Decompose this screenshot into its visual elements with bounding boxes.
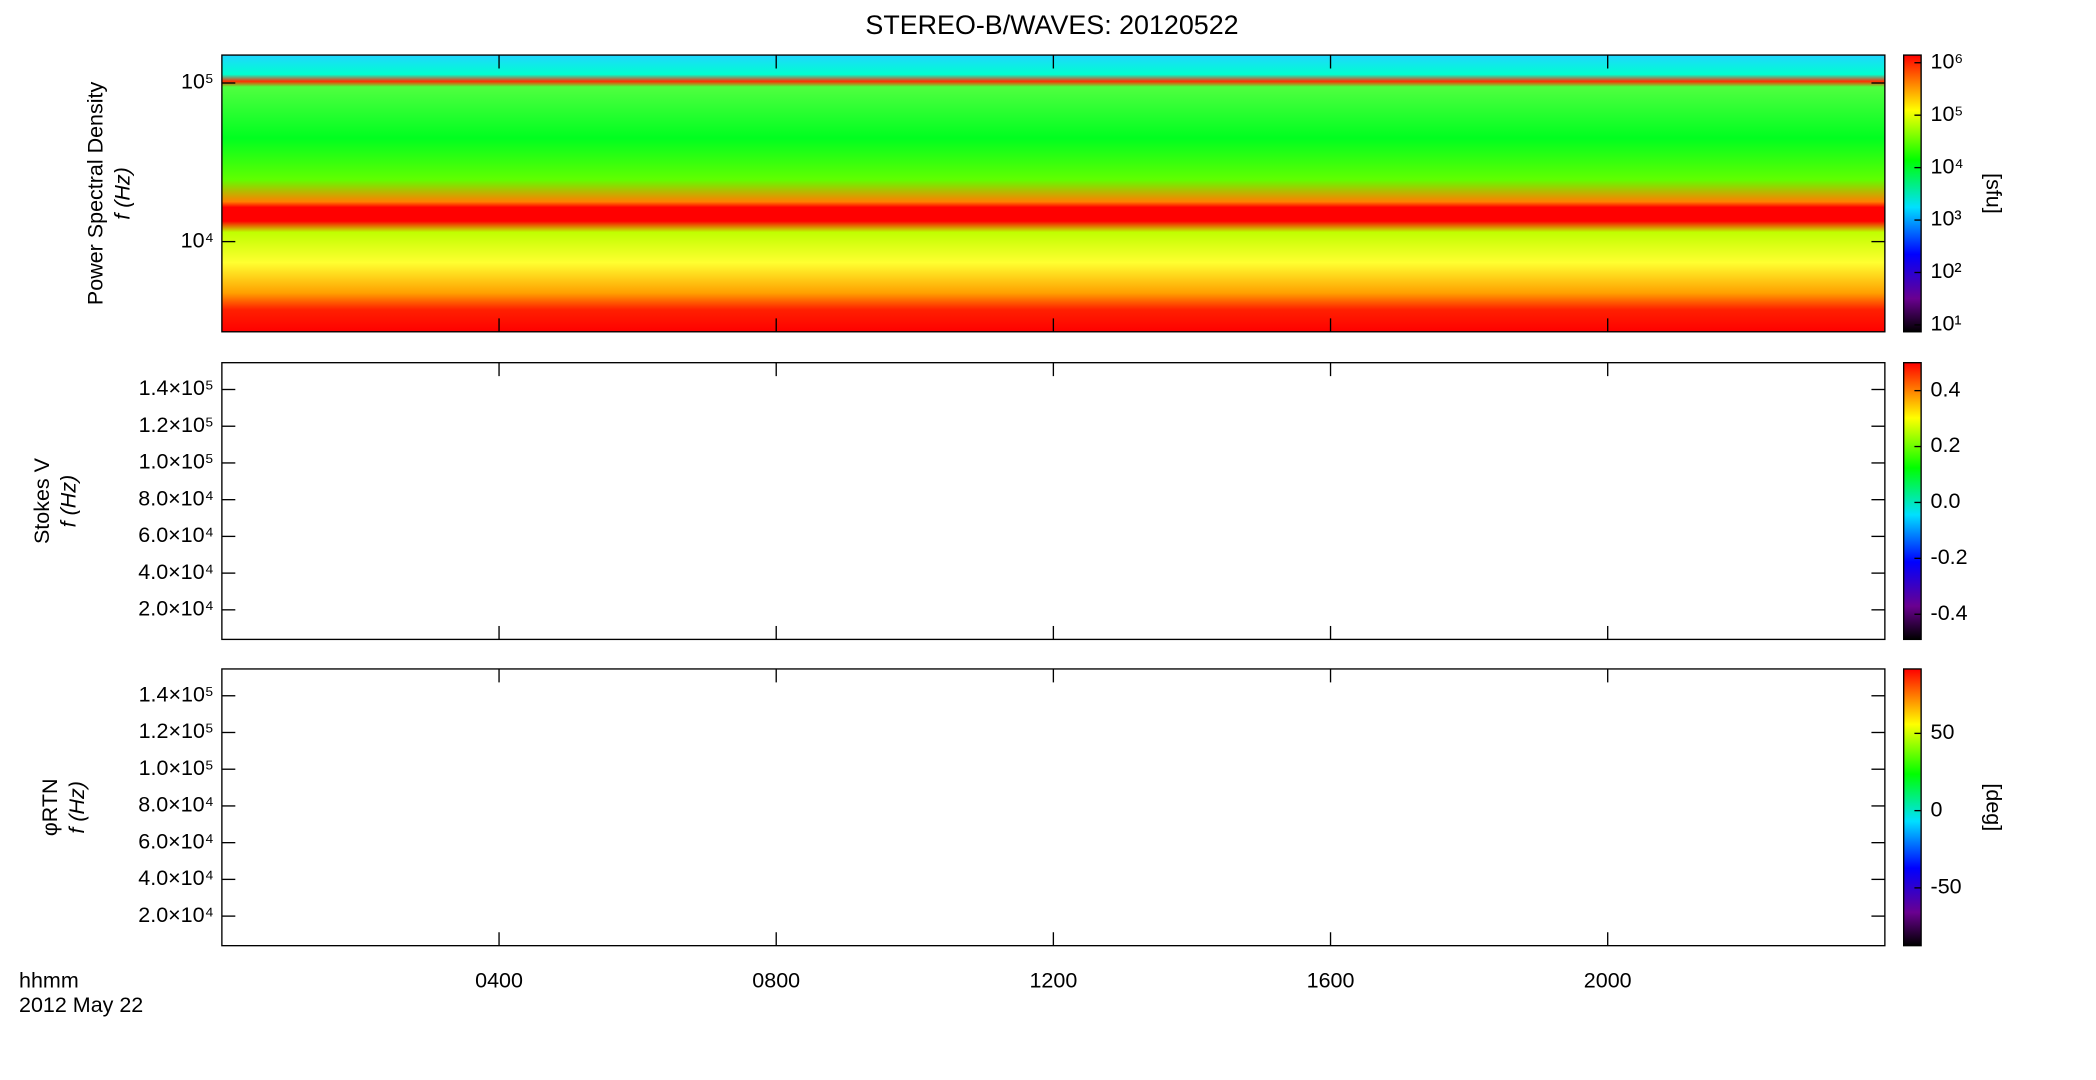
y-axis-label: f (Hz) — [65, 781, 89, 834]
y-tick-label: 4.0×10⁴ — [138, 866, 214, 890]
colorbar-tick-label: -0.4 — [1931, 601, 1968, 625]
colorbar-tick-label: 10⁶ — [1931, 49, 1964, 73]
y-tick-label: 8.0×10⁴ — [138, 486, 214, 510]
y-tick-label: 4.0×10⁴ — [138, 560, 214, 584]
x-axis-label: 2012 May 22 — [19, 993, 143, 1017]
colorbar-tick-label: 10³ — [1931, 207, 1962, 231]
x-tick-label: 0400 — [475, 969, 523, 993]
colorbar-tick-label: 10⁴ — [1931, 154, 1964, 178]
colorbar-tick-label: 50 — [1931, 720, 1955, 744]
y-axis-label: f (Hz) — [110, 167, 134, 220]
y-tick-label: 6.0×10⁴ — [138, 523, 214, 547]
y-tick-label: 10⁴ — [181, 228, 214, 252]
plot-frame — [221, 668, 1886, 947]
y-axis-label: f (Hz) — [57, 475, 81, 528]
chart-title: STEREO-B/WAVES: 20120522 — [865, 10, 1238, 40]
x-tick-label: 2000 — [1584, 969, 1632, 993]
colorbar — [1903, 362, 1922, 641]
x-tick-label: 0800 — [752, 969, 800, 993]
colorbar — [1903, 668, 1922, 947]
y-axis-label: φRTN — [38, 778, 62, 836]
colorbar-tick-label: 0.2 — [1931, 433, 1961, 457]
colorbar-tick-label: 0.0 — [1931, 489, 1961, 513]
colorbar-tick-label: 10² — [1931, 259, 1962, 283]
plot-frame — [221, 362, 1886, 641]
y-axis-label: Stokes V — [30, 457, 54, 544]
x-tick-label: 1200 — [1029, 969, 1077, 993]
colorbar — [1903, 54, 1922, 333]
y-tick-label: 8.0×10⁴ — [138, 793, 214, 817]
x-axis-label: hhmm — [19, 969, 79, 993]
y-tick-label: 1.4×10⁵ — [139, 376, 214, 400]
colorbar-tick-label: 10⁵ — [1931, 102, 1964, 126]
y-axis-label: Power Spectral Density — [84, 82, 108, 306]
colorbar-label: [sfu] — [1982, 173, 2006, 214]
y-tick-label: 1.0×10⁵ — [139, 450, 214, 474]
y-tick-label: 10⁵ — [181, 70, 214, 94]
y-tick-label: 6.0×10⁴ — [138, 829, 214, 853]
y-tick-label: 2.0×10⁴ — [138, 903, 214, 927]
colorbar-tick-label: -50 — [1931, 875, 1962, 899]
colorbar-tick-label: 0 — [1931, 797, 1943, 821]
y-tick-label: 1.2×10⁵ — [139, 719, 214, 743]
y-tick-label: 2.0×10⁴ — [138, 597, 214, 621]
colorbar-label: [deg] — [1982, 783, 2006, 831]
colorbar-tick-label: -0.2 — [1931, 545, 1968, 569]
y-tick-label: 1.4×10⁵ — [139, 682, 214, 706]
y-tick-label: 1.0×10⁵ — [139, 756, 214, 780]
y-tick-label: 1.2×10⁵ — [139, 413, 214, 437]
colorbar-tick-label: 0.4 — [1931, 377, 1961, 401]
spectrogram — [221, 55, 1885, 332]
x-tick-label: 1600 — [1307, 969, 1355, 993]
colorbar-tick-label: 10¹ — [1931, 312, 1962, 336]
